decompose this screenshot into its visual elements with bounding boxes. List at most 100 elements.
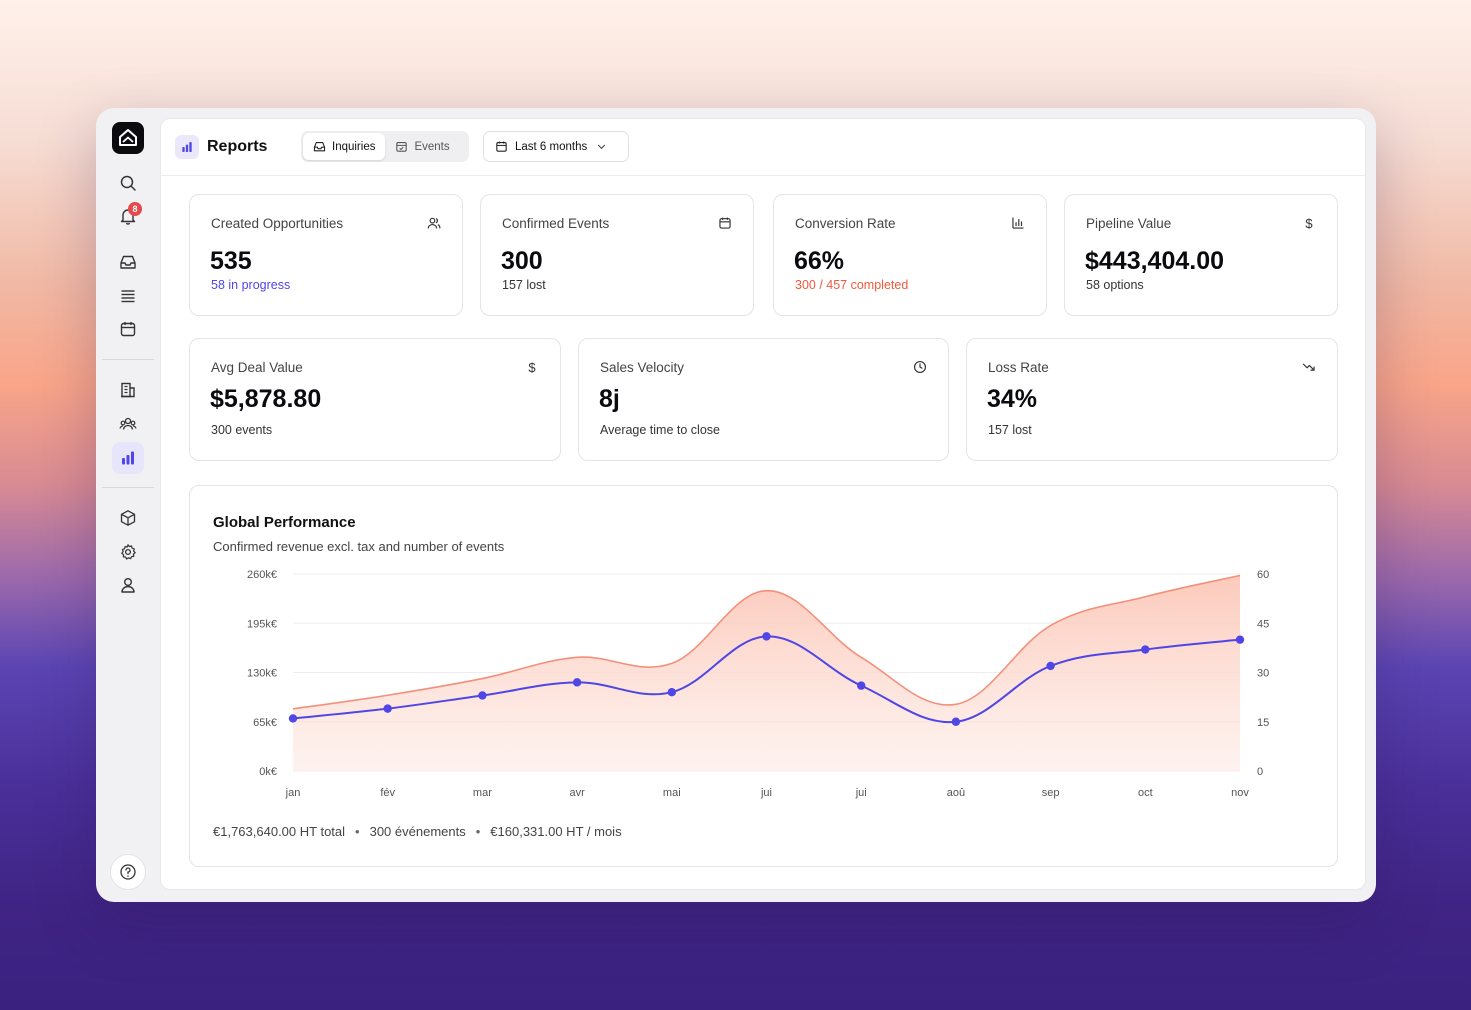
events-data-point: [1141, 645, 1150, 654]
view-switcher: Inquiries Events: [301, 131, 469, 162]
kpi-sub: 157 lost: [502, 278, 546, 292]
kpi-sub: 58 in progress: [211, 278, 291, 292]
kpi-value: $443,404.00: [1085, 247, 1225, 275]
dollar-icon: $: [528, 359, 536, 375]
kpi-sub: 157 lost: [988, 423, 1032, 437]
kpi-title: Confirmed Events: [502, 216, 610, 231]
global-performance-card: Global Performance Confirmed revenue exc…: [189, 485, 1338, 867]
inbox-icon: [313, 141, 326, 152]
tab-events-label: Events: [414, 140, 450, 153]
box-icon: [120, 510, 136, 526]
page-title: Reports: [207, 138, 268, 155]
sidebar-item-inbox[interactable]: [112, 246, 144, 278]
sidebar-item-profile[interactable]: [112, 569, 144, 601]
sidebar-item-reports[interactable]: [112, 442, 144, 474]
tab-events[interactable]: Events: [385, 133, 459, 160]
y-left-tick-label: 0k€: [259, 766, 277, 778]
x-tick-label: nov: [1231, 787, 1249, 799]
sidebar: 8: [96, 108, 160, 902]
kpi-sub: Average time to close: [600, 423, 720, 437]
events-data-point: [1046, 661, 1055, 671]
x-tick-label: aoû: [947, 787, 965, 799]
kpi-card-conversion-rate: Conversion Rate 66% 300 / 457 completed: [773, 194, 1047, 316]
dollar-icon: $: [1305, 215, 1313, 231]
sidebar-item-contacts[interactable]: [112, 408, 144, 440]
help-button[interactable]: [110, 854, 146, 890]
kpi-value: 300: [501, 247, 543, 275]
users-icon: [426, 215, 442, 231]
events-data-point: [478, 691, 487, 700]
x-tick-label: jui: [855, 787, 867, 799]
kpi-card-pipeline-value: Pipeline Value $ $443,404.00 58 options: [1064, 194, 1338, 316]
sidebar-item-venues[interactable]: [112, 374, 144, 406]
sidebar-item-calendar[interactable]: [112, 313, 144, 345]
chart-subtitle: Confirmed revenue excl. tax and number o…: [213, 539, 505, 554]
date-range-select[interactable]: Last 6 months: [483, 131, 629, 162]
kpi-card-sales-velocity: Sales Velocity 8j Average time to close: [578, 338, 949, 461]
x-tick-label: jan: [285, 787, 301, 799]
building-icon: [121, 382, 135, 398]
help-circle-icon: [120, 864, 136, 880]
events-data-point: [572, 678, 582, 687]
date-range-label: Last 6 months: [515, 140, 588, 153]
sidebar-item-settings[interactable]: [112, 536, 144, 568]
kpi-card-created-opportunities: Created Opportunities 535 58 in progress: [189, 194, 463, 316]
y-right-tick-label: 15: [1257, 717, 1269, 729]
inbox-icon: [120, 255, 136, 269]
kpi-sub: 300 events: [211, 423, 273, 437]
x-tick-label: avr: [569, 787, 585, 799]
notification-badge: 8: [128, 202, 142, 216]
reports-page-icon: [175, 135, 199, 159]
sidebar-divider: [102, 487, 154, 488]
calendar-icon: [120, 322, 136, 337]
kpi-value: $5,878.80: [210, 385, 322, 413]
kpi-title: Avg Deal Value: [211, 360, 303, 375]
sidebar-item-products[interactable]: [112, 502, 144, 534]
y-left-tick-label: 195k€: [247, 618, 277, 630]
y-right-tick-label: 0: [1257, 766, 1263, 778]
top-bar: Reports Inquiries Events Last 6 months: [161, 119, 1365, 176]
summary-events: 300 événements: [369, 824, 466, 839]
events-data-point: [762, 632, 771, 641]
x-tick-label: sep: [1042, 787, 1060, 799]
sidebar-item-list[interactable]: [112, 280, 144, 312]
app-logo[interactable]: [112, 122, 144, 154]
bar-chart-icon: [182, 141, 192, 153]
summary-total: €1,763,640.00 HT total: [213, 824, 346, 839]
events-data-point: [667, 688, 676, 697]
revenue-line: [292, 574, 1241, 710]
events-data-point: [951, 717, 961, 726]
x-tick-label: jui: [760, 787, 772, 799]
tab-inquiries[interactable]: Inquiries: [303, 133, 386, 160]
x-tick-label: fév: [380, 787, 395, 799]
sidebar-divider: [102, 359, 154, 360]
sidebar-item-notifications[interactable]: 8: [112, 200, 144, 232]
kpi-card-loss-rate: Loss Rate 34% 157 lost: [966, 338, 1338, 461]
kpi-title: Created Opportunities: [211, 216, 344, 231]
kpi-title: Sales Velocity: [600, 360, 685, 375]
kpi-title: Conversion Rate: [795, 216, 896, 231]
kpi-value: 34%: [987, 385, 1038, 413]
tab-inquiries-label: Inquiries: [332, 140, 376, 153]
logo-icon: [119, 129, 137, 146]
kpi-value: 66%: [794, 247, 845, 275]
y-left-tick-label: 260k€: [247, 569, 277, 581]
chart-title: Global Performance: [213, 514, 356, 531]
user-icon: [121, 578, 135, 593]
app-window: 8: [96, 108, 1376, 902]
x-tick-label: mai: [663, 787, 681, 799]
y-right-tick-label: 30: [1257, 668, 1269, 680]
revenue-area: [293, 575, 1240, 771]
x-tick-label: mar: [473, 787, 492, 799]
kpi-title: Pipeline Value: [1086, 216, 1172, 231]
bar-chart-icon: [1010, 215, 1026, 231]
list-icon: [121, 290, 135, 303]
gear-icon: [121, 544, 136, 560]
kpi-title: Loss Rate: [988, 360, 1049, 375]
x-tick-label: oct: [1138, 787, 1153, 799]
calendar-icon: [717, 215, 733, 231]
sidebar-item-search[interactable]: [112, 167, 144, 199]
events-data-point: [383, 704, 392, 713]
events-data-point: [1235, 635, 1245, 644]
trending-down-icon: [1301, 359, 1317, 375]
